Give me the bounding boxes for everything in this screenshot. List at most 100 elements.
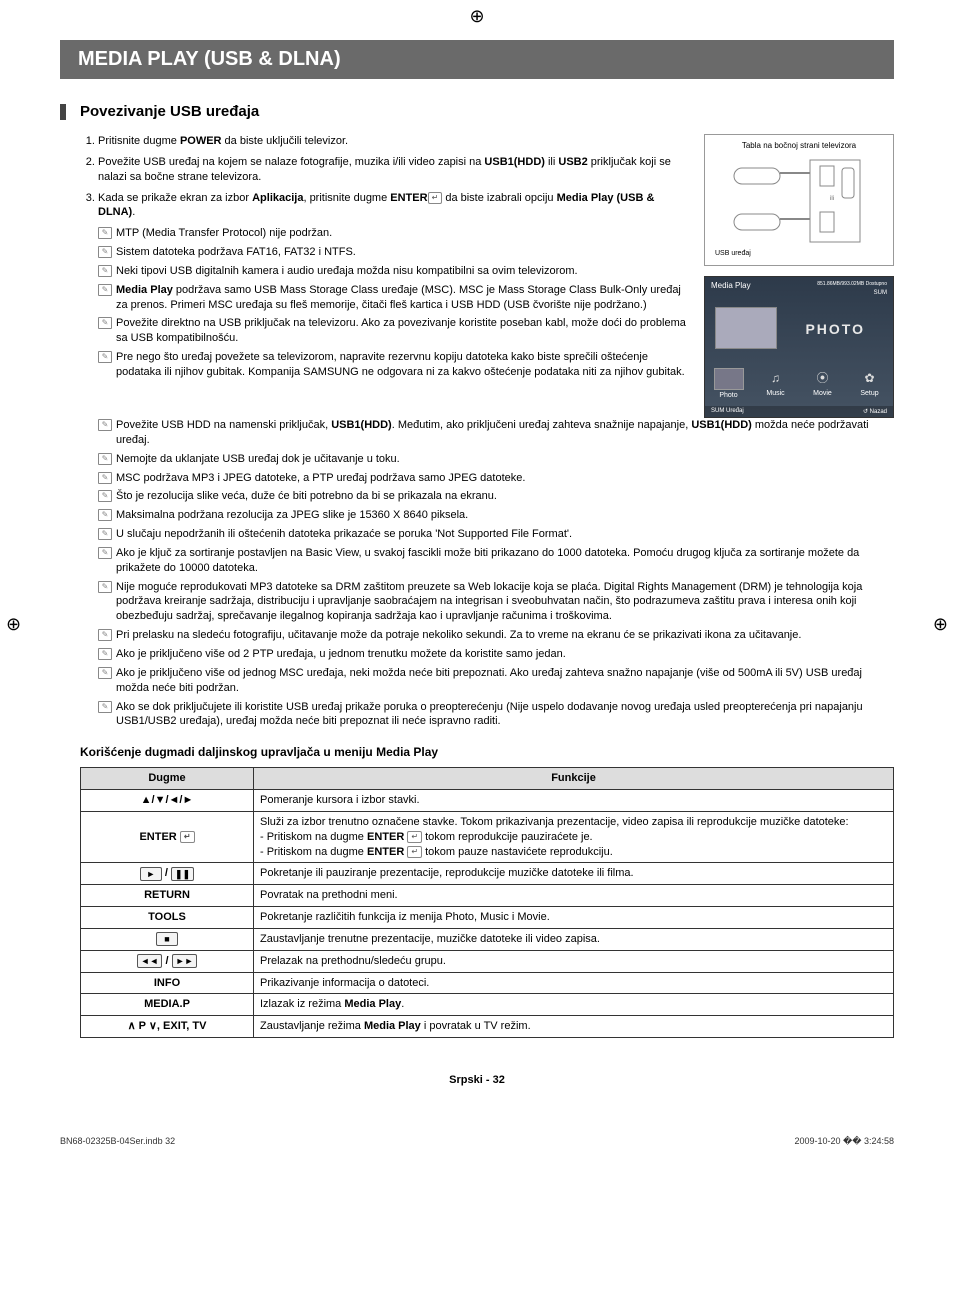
page-footer: Srpski - 32: [60, 1074, 894, 1086]
print-job-info: BN68-02325B-04Ser.indb 32 2009-10-20 �� …: [60, 1136, 894, 1147]
steps-list: Pritisnite dugme POWER da biste uključil…: [80, 134, 686, 220]
mp-title: Media Play: [711, 281, 751, 296]
mp-music-icon: ♫: [768, 370, 784, 386]
note-item: ✎Ako je ključ za sortiranje postavljen n…: [98, 546, 894, 576]
table-row: RETURNPovratak na prethodni meni.: [81, 885, 894, 907]
note-icon: ✎: [98, 351, 112, 363]
function-cell: Pomeranje kursora i izbor stavki.: [254, 790, 894, 812]
mp-menu-row: Photo ♫Music ⦿Movie ✿Setup: [705, 368, 893, 399]
registration-mark-right: ⊕: [933, 614, 948, 635]
subsection-title: Korišćenje dugmadi daljinskog upravljača…: [80, 745, 894, 759]
tv-panel-caption: Tabla na bočnoj strani televizora: [709, 141, 889, 150]
note-icon: ✎: [98, 667, 112, 679]
registration-mark-top: ⊕: [469, 6, 484, 27]
table-row: ► / ❚❚Pokretanje ili pauziranje prezenta…: [81, 863, 894, 885]
note-icon: ✎: [98, 317, 112, 329]
notes-list-top: ✎MTP (Media Transfer Protocol) nije podr…: [98, 226, 686, 380]
print-file: BN68-02325B-04Ser.indb 32: [60, 1136, 175, 1147]
note-icon: ✎: [98, 284, 112, 296]
function-cell: Pokretanje različitih funkcija iz menija…: [254, 907, 894, 929]
mp-mode-label: PHOTO: [805, 321, 865, 337]
button-cell: ■: [81, 928, 254, 950]
step-3: Kada se prikaže ekran za izbor Aplikacij…: [98, 191, 686, 221]
note-icon: ✎: [98, 265, 112, 277]
enter-icon: ↵: [428, 192, 443, 204]
table-row: INFOPrikazivanje informacija o datoteci.: [81, 972, 894, 994]
registration-mark-left: ⊕: [6, 614, 21, 635]
note-item: ✎U slučaju nepodržanih ili oštećenih dat…: [98, 527, 894, 542]
table-row: MEDIA.PIzlazak iz režima Media Play.: [81, 994, 894, 1016]
button-cell: ► / ❚❚: [81, 863, 254, 885]
section-bar-icon: [60, 104, 66, 120]
tv-panel-diagram: ili: [724, 156, 874, 246]
mp-preview-thumb: [715, 307, 777, 349]
note-item: ✎Pri prelasku na sledeću fotografiju, uč…: [98, 628, 894, 643]
mp-setup-icon: ✿: [862, 370, 878, 386]
function-cell: Povratak na prethodni meni.: [254, 885, 894, 907]
function-cell: Služi za izbor trenutno označene stavke.…: [254, 811, 894, 863]
table-row: TOOLSPokretanje različitih funkcija iz m…: [81, 907, 894, 929]
mp-bottom-left: SUM Uređaj: [711, 408, 744, 415]
note-icon: ✎: [98, 581, 112, 593]
remote-buttons-table: Dugme Funkcije ▲/▼/◄/►Pomeranje kursora …: [80, 767, 894, 1038]
table-row: ▲/▼/◄/►Pomeranje kursora i izbor stavki.: [81, 790, 894, 812]
function-cell: Prelazak na prethodnu/sledeću grupu.: [254, 950, 894, 972]
table-row: ◄◄ / ►►Prelazak na prethodnu/sledeću gru…: [81, 950, 894, 972]
note-item: ✎MTP (Media Transfer Protocol) nije podr…: [98, 226, 686, 241]
note-item: ✎Što je rezolucija slike veća, duže će b…: [98, 489, 894, 504]
note-item: ✎Pre nego što uređaj povežete sa televiz…: [98, 350, 686, 380]
note-item: ✎Maksimalna podržana rezolucija za JPEG …: [98, 508, 894, 523]
note-item: ✎Povežite USB HDD na namenski priključak…: [98, 418, 894, 448]
th-button: Dugme: [81, 768, 254, 790]
notes-list-bottom: ✎Povežite USB HDD na namenski priključak…: [98, 418, 894, 729]
mp-bottom-right: ↺ Nazad: [863, 408, 887, 415]
step-2: Povežite USB uređaj na kojem se nalaze f…: [98, 155, 686, 185]
button-cell: ENTER ↵: [81, 811, 254, 863]
note-item: ✎Ako se dok priključujete ili koristite …: [98, 700, 894, 730]
section-title: Povezivanje USB uređaja: [80, 103, 259, 120]
step-1: Pritisnite dugme POWER da biste uključil…: [98, 134, 686, 149]
button-cell: MEDIA.P: [81, 994, 254, 1016]
note-icon: ✎: [98, 547, 112, 559]
note-item: ✎Sistem datoteka podržava FAT16, FAT32 i…: [98, 245, 686, 260]
mp-movie-icon: ⦿: [815, 370, 831, 386]
mp-sub: SUM: [874, 290, 887, 296]
note-item: ✎MSC podržava MP3 i JPEG datoteke, a PTP…: [98, 471, 894, 486]
button-cell: ∧ P ∨, EXIT, TV: [81, 1016, 254, 1038]
note-icon: ✎: [98, 701, 112, 713]
function-cell: Izlazak iz režima Media Play.: [254, 994, 894, 1016]
note-icon: ✎: [98, 246, 112, 258]
chapter-header: MEDIA PLAY (USB & DLNA): [60, 40, 894, 79]
note-item: ✎Nije moguće reprodukovati MP3 datoteke …: [98, 580, 894, 625]
function-cell: Pokretanje ili pauziranje prezentacije, …: [254, 863, 894, 885]
note-icon: ✎: [98, 453, 112, 465]
button-cell: TOOLS: [81, 907, 254, 929]
button-cell: ◄◄ / ►►: [81, 950, 254, 972]
function-cell: Prikazivanje informacija o datoteci.: [254, 972, 894, 994]
note-item: ✎Ako je priključeno više od 2 PTP uređaj…: [98, 647, 894, 662]
note-icon: ✎: [98, 629, 112, 641]
button-cell: INFO: [81, 972, 254, 994]
button-cell: RETURN: [81, 885, 254, 907]
note-icon: ✎: [98, 648, 112, 660]
tv-panel-left-label: USB uređaj: [715, 250, 751, 257]
table-row: ∧ P ∨, EXIT, TVZaustavljanje režima Medi…: [81, 1016, 894, 1038]
note-item: ✎Ako je priključeno više od jednog MSC u…: [98, 666, 894, 696]
note-icon: ✎: [98, 528, 112, 540]
print-timestamp: 2009-10-20 �� 3:24:58: [794, 1136, 894, 1147]
media-play-screenshot: Media Play 851.86MB/993.02MB Dostupno SU…: [704, 276, 894, 418]
svg-text:ili: ili: [830, 196, 834, 202]
note-item: ✎Nemojte da uklanjate USB uređaj dok je …: [98, 452, 894, 467]
note-icon: ✎: [98, 472, 112, 484]
note-icon: ✎: [98, 509, 112, 521]
mp-photo-icon: [714, 368, 744, 390]
table-row: ENTER ↵Služi za izbor trenutno označene …: [81, 811, 894, 863]
table-row: ■Zaustavljanje trenutne prezentacije, mu…: [81, 928, 894, 950]
note-icon: ✎: [98, 419, 112, 431]
section-heading: Povezivanje USB uređaja: [60, 103, 894, 120]
note-item: ✎Neki tipovi USB digitalnih kamera i aud…: [98, 264, 686, 279]
mp-status: 851.86MB/993.02MB Dostupno: [817, 281, 887, 287]
note-icon: ✎: [98, 490, 112, 502]
note-icon: ✎: [98, 227, 112, 239]
function-cell: Zaustavljanje trenutne prezentacije, muz…: [254, 928, 894, 950]
